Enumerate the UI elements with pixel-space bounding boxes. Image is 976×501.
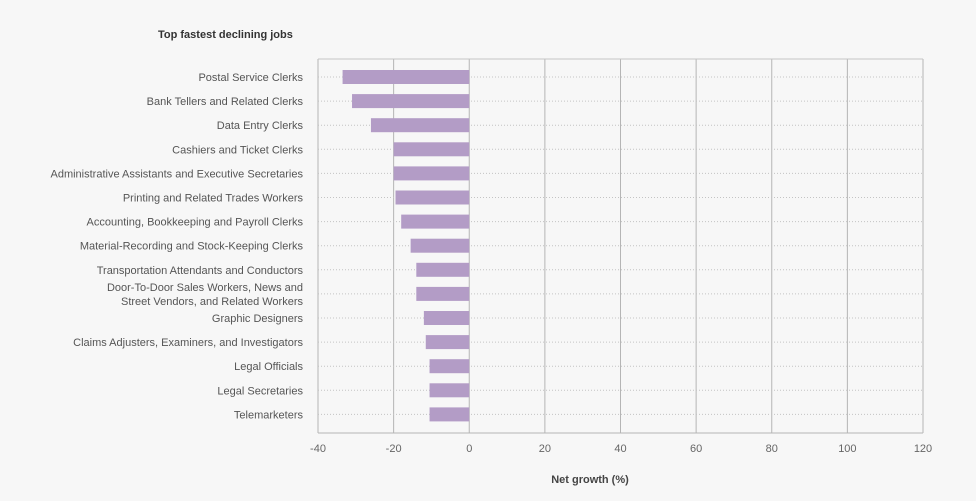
bars	[342, 70, 470, 422]
bar	[401, 214, 470, 229]
x-axis-label: Net growth (%)	[551, 474, 629, 486]
category-label: Claims Adjusters, Examiners, and Investi…	[73, 337, 303, 349]
x-tick-label: 60	[690, 443, 702, 455]
bar	[429, 407, 470, 422]
bar	[393, 142, 470, 157]
bar	[429, 359, 470, 374]
category-labels: Postal Service Clerks Bank Tellers and Re…	[50, 72, 303, 421]
category-label: Transportation Attendants and Conductors	[97, 265, 304, 277]
x-tick-label: 40	[614, 443, 626, 455]
chart-title: Top fastest declining jobs	[158, 29, 293, 41]
grid	[317, 58, 924, 434]
category-label: Legal Secretaries	[217, 385, 303, 397]
x-tick-label: 100	[838, 443, 856, 455]
bar	[395, 190, 470, 205]
category-label: Telemarketers	[234, 409, 304, 421]
bar	[429, 383, 470, 398]
bar	[416, 286, 470, 301]
x-tick-label: 80	[766, 443, 778, 455]
category-label: Printing and Related Trades Workers	[123, 193, 304, 205]
x-tick-labels: -40 -20 0 20 40 60 80 100 120	[310, 443, 932, 455]
bar	[410, 238, 470, 253]
category-label: Material-Recording and Stock-Keeping Cle…	[80, 241, 304, 253]
bar	[425, 335, 470, 350]
x-tick-label: 120	[914, 443, 932, 455]
category-label: Cashiers and Ticket Clerks	[172, 144, 303, 156]
category-label: Postal Service Clerks	[198, 72, 303, 84]
category-label: Bank Tellers and Related Clerks	[147, 96, 304, 108]
bar	[352, 94, 470, 109]
bar	[342, 70, 470, 84]
x-tick-label: 20	[539, 443, 551, 455]
bar	[416, 262, 470, 277]
category-label: Accounting, Bookkeeping and Payroll Cler…	[87, 217, 304, 229]
x-tick-label: 0	[466, 443, 472, 455]
category-label: Door-To-Door Sales Workers, News and Stre…	[107, 282, 304, 308]
category-label: Legal Officials	[234, 361, 303, 373]
bar	[393, 166, 470, 181]
bar	[370, 118, 470, 133]
x-tick-label: -40	[310, 443, 326, 455]
category-label: Administrative Assistants and Executive …	[50, 168, 303, 180]
category-label: Data Entry Clerks	[217, 120, 304, 132]
x-tick-label: -20	[386, 443, 402, 455]
category-label: Graphic Designers	[212, 313, 304, 325]
bar	[423, 311, 470, 325]
